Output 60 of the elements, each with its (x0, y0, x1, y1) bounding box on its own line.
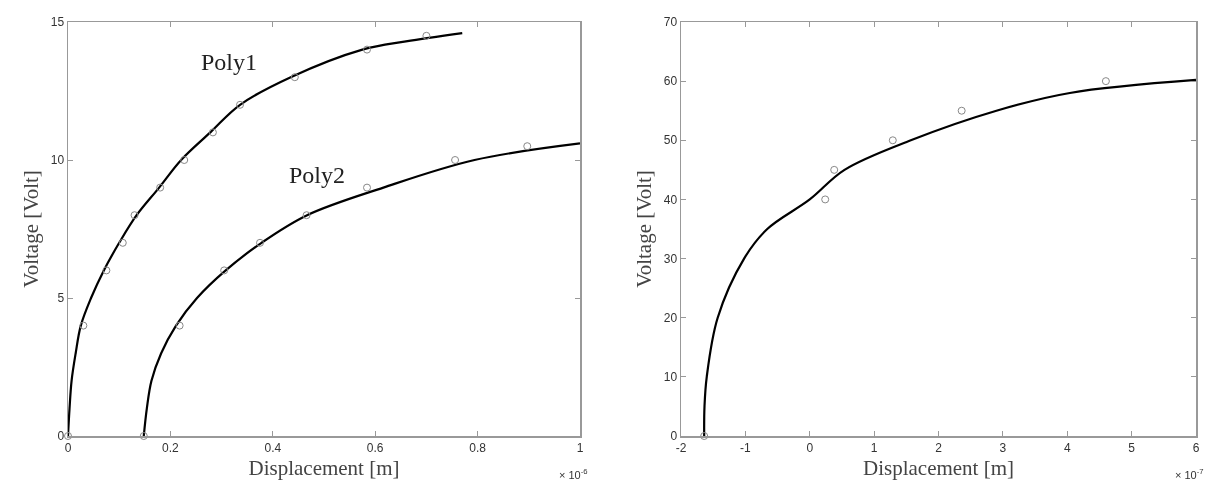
point (130, 211, 139, 220)
point (79, 321, 88, 330)
x-tick-label: 0 (806, 440, 814, 455)
x-tick-label: 2 (935, 440, 943, 455)
x-axis-title: Displacement [m] (248, 455, 400, 480)
y-tick-label: 20 (663, 310, 678, 325)
point (821, 195, 830, 204)
point (830, 165, 839, 174)
point (156, 183, 165, 192)
point (236, 100, 245, 109)
y-tick-label: 0 (57, 429, 65, 444)
x-tick-label: 0.2 (162, 440, 180, 455)
x-tick-label: 0.8 (469, 440, 487, 455)
y-tick-label: 5 (57, 291, 65, 306)
y-axis-title: Voltage [Volt] (632, 170, 657, 288)
x-tick-label: 0.6 (366, 440, 384, 455)
point (451, 156, 460, 164)
y-tick-label: 15 (50, 15, 65, 30)
point (302, 211, 311, 220)
x-tick-label: -1 (740, 440, 752, 455)
point (256, 238, 264, 247)
point (220, 266, 229, 275)
y-tick-label: 70 (663, 15, 678, 30)
point (180, 156, 189, 164)
y-tick-label: 40 (663, 192, 678, 207)
point (102, 266, 111, 275)
x-tick-label: 4 (1063, 440, 1071, 455)
x-tick-label: 1 (870, 440, 878, 455)
text: × 10$^{-7}$ (1175, 467, 1204, 481)
point (363, 45, 372, 54)
y-axis-title: Voltage [Volt] (19, 170, 44, 288)
x-tick-label: 6 (1192, 440, 1200, 455)
series-label: Poly2 (289, 162, 346, 188)
y-tick-label: 0 (670, 429, 678, 444)
point (1101, 77, 1110, 86)
x-tick-label: 1 (576, 440, 584, 455)
point (175, 321, 184, 330)
point (139, 432, 148, 440)
y-tick-label: 60 (663, 74, 678, 89)
y-tick-label: 10 (50, 153, 65, 168)
point (957, 106, 966, 115)
x-tick-label: 0.4 (264, 440, 282, 455)
series-label: Poly1 (201, 49, 258, 75)
x-tick-label: -2 (675, 440, 687, 455)
point (64, 432, 72, 440)
x-tick-label: 5 (1128, 440, 1136, 455)
point (888, 136, 897, 145)
point (118, 238, 127, 247)
y-tick-label: 10 (663, 370, 678, 385)
y-tick-label: 30 (663, 251, 678, 266)
x-axis-title: Displacement [m] (862, 455, 1015, 480)
point (523, 142, 532, 151)
point (208, 128, 217, 137)
y-tick-label: 50 (663, 133, 678, 148)
point (363, 183, 372, 192)
x-tick-label: 3 (999, 440, 1007, 455)
point (422, 31, 431, 40)
point (700, 432, 709, 440)
text: × 10$^{-6}$ (559, 467, 588, 481)
point (290, 73, 299, 82)
